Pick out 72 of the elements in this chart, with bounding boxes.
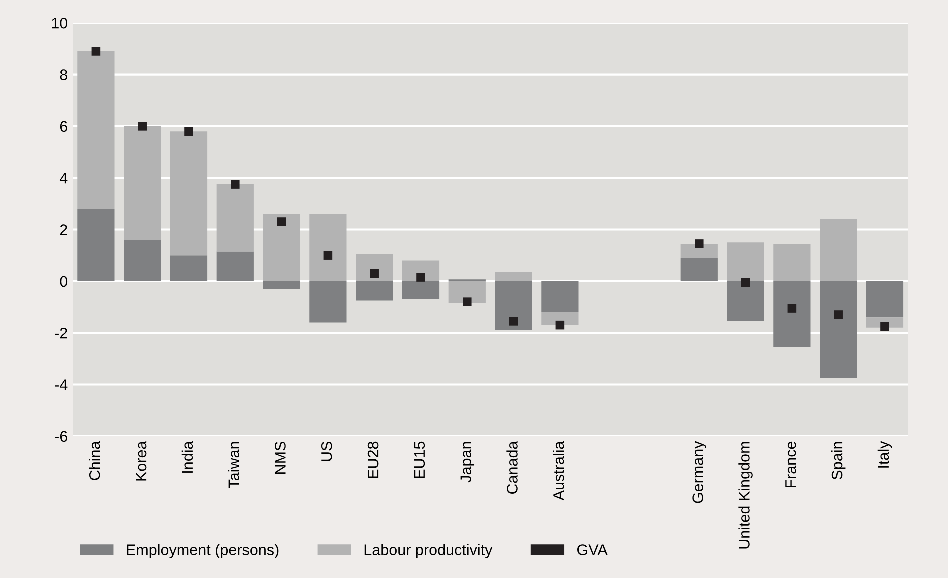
x-tick-label: France xyxy=(786,442,796,488)
bar xyxy=(170,256,208,282)
x-tick-label: EU15 xyxy=(414,442,426,478)
x-tick-label: Germany xyxy=(692,441,707,504)
bar xyxy=(495,272,532,282)
point xyxy=(231,180,240,189)
legend-label: Employment (persons) xyxy=(127,544,279,558)
legend-label: Labour productivity xyxy=(364,544,493,558)
point xyxy=(556,320,565,330)
point xyxy=(416,273,426,282)
bar xyxy=(774,281,811,348)
y-tick-label: 10 xyxy=(52,18,68,29)
y-tick-label: 6 xyxy=(60,121,68,132)
point xyxy=(92,47,101,56)
x-tick-label: Korea xyxy=(136,441,147,481)
point xyxy=(324,251,333,260)
bar xyxy=(820,281,858,378)
bar xyxy=(680,244,718,258)
x-tick-label: Japan xyxy=(460,442,475,483)
bar xyxy=(78,209,115,282)
x-tick-label: United Kingdom xyxy=(738,442,753,549)
bar xyxy=(263,281,300,290)
bar xyxy=(820,219,858,282)
point xyxy=(509,317,518,326)
y-tick-label: -2 xyxy=(55,328,68,339)
bar xyxy=(216,252,254,282)
bar xyxy=(542,312,579,326)
y-tick-label: 0 xyxy=(60,276,68,288)
x-tick-label: Taiwan xyxy=(228,442,240,488)
bar xyxy=(124,240,162,282)
bar xyxy=(263,214,300,282)
bar xyxy=(680,258,718,282)
bar xyxy=(448,281,486,304)
point xyxy=(277,218,286,226)
x-tick-label: Spain xyxy=(831,442,846,480)
bar xyxy=(495,281,532,330)
bar xyxy=(124,126,162,240)
point xyxy=(834,310,843,320)
bar xyxy=(402,281,440,300)
y-tick-label: 4 xyxy=(60,173,68,184)
bar xyxy=(310,214,347,282)
bar xyxy=(216,184,254,252)
bar xyxy=(310,281,347,323)
point xyxy=(741,278,750,288)
x-tick-label: India xyxy=(182,441,194,473)
x-tick-label: Italy xyxy=(878,441,892,468)
x-tick-label: EU28 xyxy=(368,442,379,478)
bar xyxy=(78,52,115,210)
bar xyxy=(727,242,764,282)
x-tick-label: Canada xyxy=(506,441,518,494)
y-tick-label: 8 xyxy=(60,70,68,80)
bar xyxy=(170,132,208,256)
y-tick-label: 2 xyxy=(60,224,68,236)
bar xyxy=(774,244,811,282)
point xyxy=(184,127,194,136)
bar xyxy=(866,281,904,318)
bar xyxy=(727,281,764,322)
point xyxy=(694,240,704,248)
x-tick-label: China xyxy=(89,441,100,480)
y-tick-label: -4 xyxy=(55,380,68,390)
bar xyxy=(542,281,579,312)
point xyxy=(370,269,379,278)
x-tick-label: NMS xyxy=(275,442,286,474)
bar xyxy=(356,254,394,282)
bar xyxy=(356,281,394,301)
x-tick-label: US xyxy=(321,442,332,462)
point xyxy=(788,304,797,313)
x-tick-label: Australia xyxy=(553,441,564,501)
y-tick-label: -6 xyxy=(55,431,68,442)
point xyxy=(463,298,472,306)
point xyxy=(138,122,147,131)
legend-label: GVA xyxy=(578,544,608,556)
